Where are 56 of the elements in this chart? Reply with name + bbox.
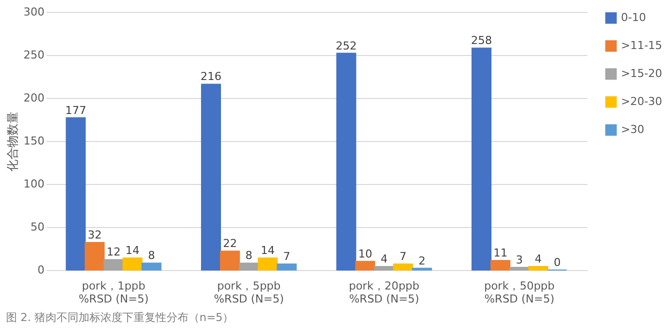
legend-label: >30 — [621, 123, 644, 136]
y-tick-label: 100 — [24, 178, 44, 190]
bar — [122, 257, 143, 270]
data-label: 4 — [534, 252, 542, 266]
data-label: 11 — [493, 246, 508, 260]
bar — [104, 259, 124, 270]
bar — [509, 266, 530, 270]
bar — [490, 260, 510, 270]
bar — [355, 260, 376, 270]
data-label: 12 — [106, 246, 121, 259]
y-axis-title: 化合物数量 — [6, 112, 20, 172]
bar — [336, 52, 356, 270]
data-label: 14 — [260, 244, 275, 257]
legend-label: 0-10 — [621, 11, 646, 24]
bar — [201, 84, 221, 270]
bar — [258, 257, 278, 270]
data-label: 7 — [400, 250, 407, 263]
bar — [84, 242, 105, 270]
bar — [66, 117, 86, 270]
y-tick-label: 300 — [24, 6, 44, 18]
y-tick-label: 150 — [24, 134, 44, 148]
caption: 图 2. 猪肉不同加标浓度下重复性分布（n=5） — [6, 311, 234, 324]
legend-label: >20-30 — [621, 95, 662, 108]
x-tick-label: pork，20ppb %RSD (N=5) — [348, 280, 420, 306]
bar — [393, 263, 414, 270]
data-label: 2 — [418, 254, 426, 268]
y-tick-label: 200 — [24, 92, 44, 104]
data-label: 8 — [148, 249, 155, 262]
data-label: 258 — [471, 34, 492, 48]
legend-label: >11-15 — [621, 39, 662, 52]
legend-label: >15-20 — [621, 67, 662, 80]
data-label: 216 — [200, 70, 222, 84]
data-label: 14 — [126, 244, 140, 257]
x-tick-label: pork，50ppb %RSD (N=5) — [484, 280, 555, 306]
bar — [472, 48, 492, 270]
y-tick-label: 50 — [30, 220, 44, 234]
data-label: 0 — [554, 256, 561, 269]
x-tick-label: pork，1ppb %RSD (N=5) — [78, 280, 149, 306]
data-label: 22 — [222, 237, 237, 250]
data-label: 8 — [245, 249, 252, 262]
data-label: 7 — [283, 250, 290, 263]
bar — [220, 250, 240, 270]
y-tick-label: 0 — [38, 264, 44, 276]
data-label: 32 — [88, 228, 102, 242]
y-tick-label: 250 — [24, 48, 44, 62]
bar — [276, 263, 297, 270]
data-label: 3 — [516, 253, 523, 266]
data-label: 177 — [65, 104, 86, 117]
data-label: 10 — [358, 247, 372, 260]
x-tick-label: pork，5ppb %RSD (N=5) — [214, 280, 284, 306]
data-label: 252 — [336, 39, 357, 52]
bar — [528, 266, 548, 270]
data-label: 4 — [380, 252, 388, 266]
bar — [374, 266, 394, 270]
bar — [238, 262, 259, 270]
bar — [142, 262, 162, 270]
